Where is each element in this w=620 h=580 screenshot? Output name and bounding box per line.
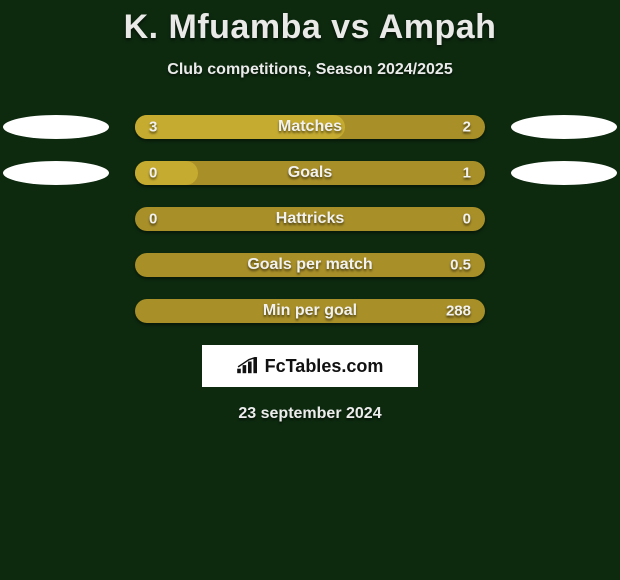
brand-text: FcTables.com bbox=[265, 356, 384, 377]
spacer bbox=[511, 299, 617, 323]
stat-left-value: 3 bbox=[149, 119, 157, 136]
player-right-ellipse bbox=[511, 115, 617, 139]
stat-right-value: 0.5 bbox=[450, 257, 471, 274]
stat-bar: 0 Hattricks 0 bbox=[135, 207, 485, 231]
page-title: K. Mfuamba vs Ampah bbox=[0, 8, 620, 47]
stat-label: Goals bbox=[288, 164, 332, 182]
player-left-ellipse bbox=[3, 161, 109, 185]
stat-row: 0 Hattricks 0 bbox=[0, 207, 620, 231]
spacer bbox=[511, 207, 617, 231]
spacer bbox=[3, 253, 109, 277]
stat-bar: 0 Goals 1 bbox=[135, 161, 485, 185]
stat-row: Goals per match 0.5 bbox=[0, 253, 620, 277]
spacer bbox=[511, 253, 617, 277]
chart-icon bbox=[237, 357, 259, 375]
stat-right-value: 2 bbox=[463, 119, 471, 136]
bar-fill bbox=[135, 161, 198, 185]
stats-container: 3 Matches 2 0 Goals 1 0 Hattricks 0 Goals per mat… bbox=[0, 115, 620, 323]
stat-bar: Min per goal 288 bbox=[135, 299, 485, 323]
subtitle: Club competitions, Season 2024/2025 bbox=[0, 61, 620, 79]
stat-left-value: 0 bbox=[149, 165, 157, 182]
stat-label: Matches bbox=[278, 118, 342, 136]
stat-left-value: 0 bbox=[149, 211, 157, 228]
stat-bar: 3 Matches 2 bbox=[135, 115, 485, 139]
player-left-ellipse bbox=[3, 115, 109, 139]
spacer bbox=[3, 299, 109, 323]
brand-badge[interactable]: FcTables.com bbox=[202, 345, 418, 387]
stat-right-value: 1 bbox=[463, 165, 471, 182]
stat-label: Goals per match bbox=[247, 256, 372, 274]
player-right-ellipse bbox=[511, 161, 617, 185]
stat-right-value: 288 bbox=[446, 303, 471, 320]
date-label: 23 september 2024 bbox=[0, 405, 620, 423]
stat-row: 0 Goals 1 bbox=[0, 161, 620, 185]
spacer bbox=[3, 207, 109, 231]
stat-label: Hattricks bbox=[276, 210, 344, 228]
stat-bar: Goals per match 0.5 bbox=[135, 253, 485, 277]
stat-row: Min per goal 288 bbox=[0, 299, 620, 323]
stat-row: 3 Matches 2 bbox=[0, 115, 620, 139]
stat-right-value: 0 bbox=[463, 211, 471, 228]
stat-label: Min per goal bbox=[263, 302, 357, 320]
